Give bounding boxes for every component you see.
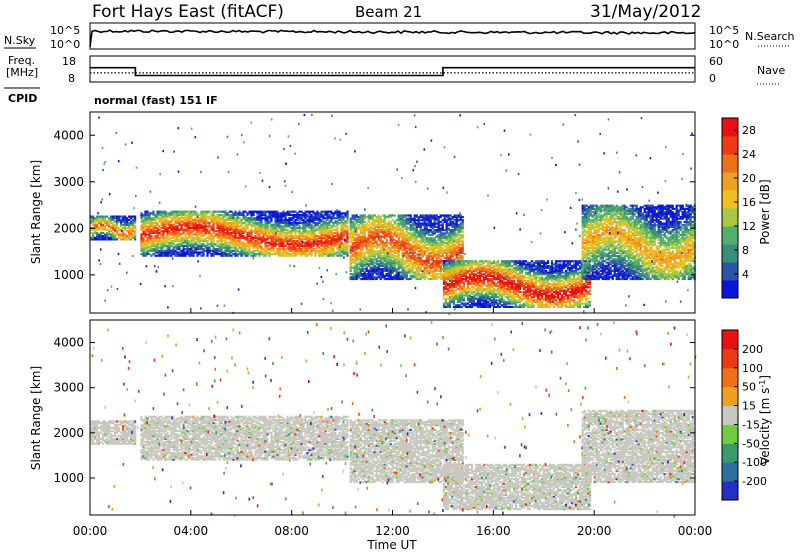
nave-tick-top: 60 — [709, 55, 723, 68]
colorbar-swatch — [722, 462, 738, 481]
noise-panel-frame — [90, 23, 695, 49]
power-colorbar-label: Power [dB] — [758, 179, 772, 244]
noise-right-label: N.Search — [745, 30, 795, 43]
noise-right-tick-bottom: 10^0 — [709, 38, 739, 51]
y-tick-label: 1000 — [53, 471, 84, 485]
noise-sky-line — [90, 30, 695, 47]
nave-tick-bottom: 0 — [709, 72, 716, 85]
freq-tick-top: 18 — [62, 55, 76, 68]
colorbar-tick-label: 24 — [742, 148, 756, 161]
colorbar-tick-label: 50 — [742, 381, 756, 394]
colorbar-tick-label: 16 — [742, 196, 756, 209]
noise-right-tick-top: 10^5 — [709, 24, 739, 37]
power-colorbar: 4 8 12 16 20 24 28 — [722, 118, 756, 299]
x-tick-label: 20:00 — [577, 524, 612, 538]
x-tick-label: 12:00 — [375, 524, 410, 538]
colorbar-swatch — [722, 443, 738, 462]
colorbar-swatch — [722, 208, 738, 227]
x-axis-label: Time UT — [366, 538, 417, 552]
y-tick-label: 2000 — [53, 221, 84, 235]
colorbar-swatch — [722, 118, 738, 137]
power-heatmap — [90, 114, 696, 315]
y-tick-label: 3000 — [53, 381, 84, 395]
cpid-value: normal (fast) 151 IF — [94, 94, 218, 107]
velocity-ylabel: Slant Range [km] — [29, 366, 43, 470]
colorbar-tick-label: 4 — [742, 268, 749, 281]
noise-left-tick-bottom: 10^0 — [50, 38, 80, 51]
date-label: 31/May/2012 — [590, 2, 702, 22]
colorbar-tick-label: 15 — [742, 400, 756, 413]
beam-label: Beam 21 — [355, 3, 422, 21]
colorbar-tick-label: 8 — [742, 244, 749, 257]
freq-label-line2: [MHz] — [6, 66, 38, 79]
freq-panel-frame — [90, 56, 695, 82]
colorbar-swatch — [722, 424, 738, 443]
colorbar-swatch — [722, 368, 738, 387]
y-tick-label: 3000 — [53, 175, 84, 189]
colorbar-swatch — [722, 406, 738, 425]
x-tick-label: 00:00 — [678, 524, 713, 538]
colorbar-swatch — [722, 172, 738, 191]
colorbar-swatch — [722, 226, 738, 245]
frequency-line — [90, 68, 695, 76]
colorbar-swatch — [722, 136, 738, 155]
colorbar-swatch — [722, 280, 738, 299]
x-tick-label: 16:00 — [476, 524, 511, 538]
colorbar-swatch — [722, 387, 738, 406]
nave-label: Nave — [757, 64, 785, 77]
noise-left-tick-top: 10^5 — [50, 24, 80, 37]
colorbar-swatch — [722, 262, 738, 281]
colorbar-tick-label: 100 — [742, 362, 763, 375]
plot-title: Fort Hays East (fitACF) — [92, 2, 284, 22]
colorbar-swatch — [722, 481, 738, 500]
x-tick-label: 00:00 — [73, 524, 108, 538]
colorbar-tick-label: 20 — [742, 172, 756, 185]
colorbar-swatch — [722, 190, 738, 209]
x-tick-label: 04:00 — [174, 524, 209, 538]
x-tick-label: 08:00 — [274, 524, 309, 538]
colorbar-tick-label: 28 — [742, 124, 756, 137]
noise-left-label: N.Sky — [4, 34, 36, 47]
power-ylabel: Slant Range [km] — [29, 160, 43, 264]
y-tick-label: 2000 — [53, 426, 84, 440]
y-tick-label: 1000 — [53, 268, 84, 282]
y-tick-label: 4000 — [53, 128, 84, 142]
cpid-label: CPID — [8, 92, 37, 105]
velocity-heatmap — [90, 321, 696, 518]
colorbar-swatch — [722, 244, 738, 263]
colorbar-swatch — [722, 154, 738, 173]
colorbar-tick-label: -200 — [742, 475, 767, 488]
colorbar-swatch — [722, 349, 738, 368]
y-tick-label: 4000 — [53, 336, 84, 350]
freq-tick-bottom: 8 — [68, 72, 75, 85]
colorbar-tick-label: 12 — [742, 220, 756, 233]
colorbar-swatch — [722, 330, 738, 349]
colorbar-tick-label: 200 — [742, 343, 763, 356]
velocity-colorbar-label: Velocity [m s-1] — [758, 375, 772, 465]
